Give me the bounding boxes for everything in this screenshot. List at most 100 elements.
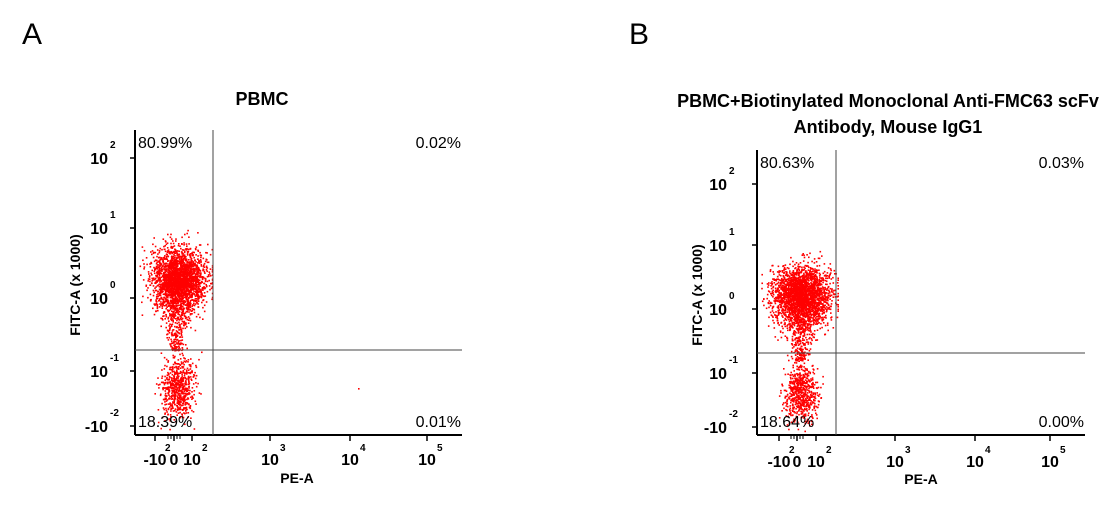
event-dot	[176, 316, 179, 319]
event-dot	[141, 246, 144, 248]
event-dot	[167, 373, 170, 375]
y-tick-exponent: 0	[729, 291, 735, 302]
event-dot	[187, 389, 190, 391]
event-dot	[175, 259, 177, 261]
event-dot	[168, 291, 170, 293]
event-dot	[192, 270, 194, 272]
event-dot	[169, 274, 172, 276]
event-dot	[160, 292, 162, 295]
event-dot	[184, 317, 187, 320]
event-dot	[833, 269, 836, 272]
event-dot	[175, 298, 177, 301]
event-dot	[175, 280, 177, 283]
event-dot	[178, 387, 181, 390]
event-dot	[175, 376, 178, 378]
event-dot	[197, 313, 200, 316]
event-dot	[188, 293, 191, 295]
event-dot	[182, 408, 185, 411]
event-dot	[165, 409, 168, 412]
event-dot	[163, 273, 165, 275]
event-dot	[183, 242, 185, 244]
event-dot	[170, 293, 173, 295]
event-dot	[172, 299, 175, 302]
x-tick-label: 10	[966, 454, 984, 471]
event-dot	[181, 352, 184, 355]
event-dot	[162, 381, 164, 384]
event-dot	[168, 271, 171, 274]
event-dot	[171, 285, 174, 287]
event-dot	[193, 300, 195, 302]
event-dot	[179, 348, 181, 350]
event-dot	[789, 277, 792, 279]
event-dot	[164, 379, 167, 381]
event-dot	[191, 370, 193, 372]
event-dot	[176, 331, 179, 333]
event-dot	[158, 264, 161, 266]
event-dot	[832, 296, 835, 298]
event-dot	[194, 259, 196, 262]
event-dot	[168, 397, 170, 400]
event-dot	[188, 290, 190, 292]
event-dot	[167, 296, 169, 299]
event-dot	[165, 315, 168, 318]
event-dot	[171, 330, 174, 332]
event-dot	[818, 317, 821, 320]
event-dot	[773, 282, 776, 284]
event-dot	[785, 304, 787, 306]
event-dot	[199, 244, 202, 246]
event-dot	[197, 382, 199, 385]
event-dot	[814, 279, 817, 282]
event-dot	[175, 297, 178, 299]
event-dot	[174, 403, 176, 406]
event-dot	[770, 292, 772, 295]
event-dot	[814, 268, 816, 270]
event-dot	[179, 255, 181, 258]
event-dot	[186, 303, 189, 305]
event-dot	[826, 296, 829, 298]
event-dot	[798, 277, 801, 279]
x-tick-label: 0	[793, 454, 802, 471]
event-dot	[169, 382, 172, 384]
event-dot	[186, 304, 188, 307]
event-dot	[172, 281, 175, 283]
event-dot	[153, 277, 155, 279]
event-dot	[203, 264, 205, 267]
event-dot	[174, 389, 176, 392]
event-dot	[808, 299, 811, 301]
event-dot	[184, 257, 186, 259]
event-dot	[185, 307, 188, 309]
event-dot	[180, 377, 183, 379]
event-dot	[181, 373, 183, 376]
event-dot	[161, 375, 164, 378]
event-dot	[195, 285, 198, 288]
event-dot	[795, 304, 797, 306]
event-dot	[177, 284, 179, 287]
event-dot	[174, 293, 177, 296]
event-dot	[176, 264, 179, 266]
event-dot	[191, 362, 194, 365]
event-dot	[190, 289, 193, 291]
event-dot	[774, 336, 777, 338]
event-dot	[183, 255, 185, 258]
event-dot	[184, 268, 186, 271]
event-dot	[175, 336, 177, 338]
event-dot	[189, 256, 192, 259]
event-dot	[823, 301, 825, 303]
event-dot	[183, 395, 185, 397]
event-dot	[160, 301, 162, 303]
event-dot	[181, 249, 184, 251]
event-dot	[148, 273, 150, 275]
event-dot	[160, 280, 163, 283]
event-dot	[177, 327, 180, 329]
event-dot	[810, 282, 812, 284]
event-dot	[173, 260, 175, 263]
event-dot	[149, 293, 152, 296]
event-dot	[187, 264, 190, 266]
event-dot	[186, 308, 189, 310]
event-dot	[178, 394, 180, 397]
event-dot	[808, 320, 810, 323]
event-dot	[778, 300, 781, 302]
event-dot	[803, 272, 805, 275]
event-dot	[181, 317, 184, 320]
event-dot	[167, 302, 169, 305]
